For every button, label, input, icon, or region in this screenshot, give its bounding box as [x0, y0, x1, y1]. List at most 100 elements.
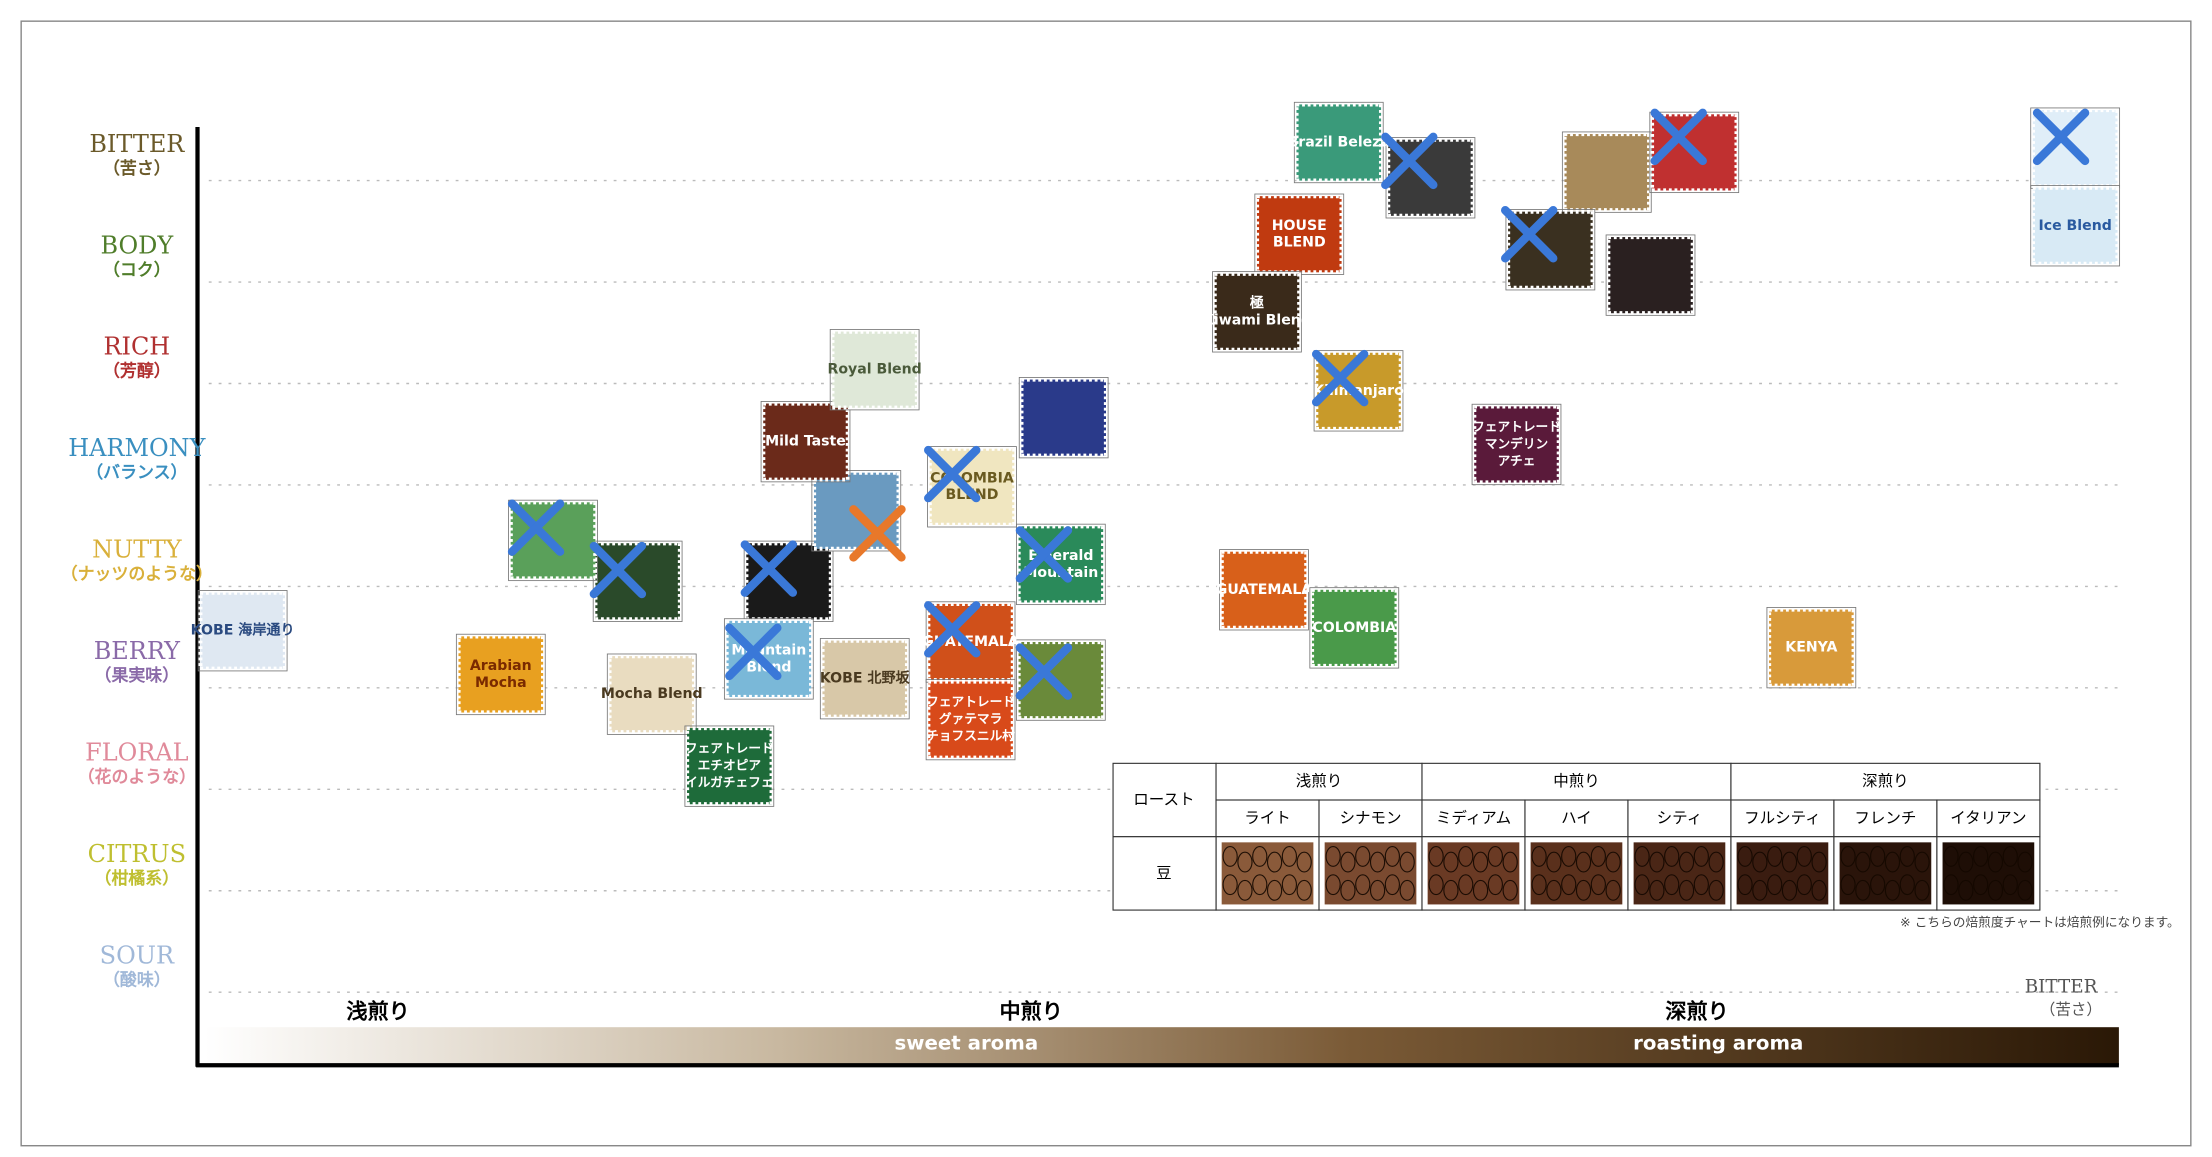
bean: [1428, 846, 1444, 867]
cross-stroke: [725, 623, 782, 681]
cross-stroke: [507, 499, 565, 556]
stamp-body: [1309, 587, 1399, 669]
stamp-text: Mocha Blend: [601, 686, 703, 702]
stamp-body: [607, 653, 697, 735]
stamp-edge: [1309, 587, 1400, 669]
table-cell: [1112, 836, 1217, 911]
bean: [1399, 879, 1415, 901]
table-level: ライト: [1244, 809, 1291, 827]
stamp-text: チョフスニル村: [926, 728, 1015, 743]
bean: [1693, 846, 1709, 867]
cross-stroke: [1311, 349, 1369, 407]
bean: [1384, 846, 1400, 867]
stamp-edge: [1293, 101, 1384, 184]
cross-stroke: [1015, 526, 1073, 583]
stamp-text: Royal Blend: [828, 362, 922, 378]
bean: [1649, 879, 1665, 901]
bean: [1855, 879, 1871, 901]
table-note: ※ こちらの焙煎度チャートは焙煎例になります。: [1900, 914, 2180, 929]
stamp: [1018, 377, 1109, 459]
table-level: フルシティ: [1744, 809, 1821, 827]
bean: [1281, 846, 1298, 867]
flavor-label: SOUR: [100, 941, 175, 969]
bean: [1884, 851, 1901, 873]
stamp-text: エチオピア: [698, 758, 762, 773]
bean: [1781, 879, 1798, 901]
flavor-label-ja: （バランス）: [86, 462, 187, 482]
bean: [1634, 874, 1650, 896]
bean: [1590, 874, 1606, 896]
bean: [1855, 851, 1871, 873]
flavor-label-ja: （芳醇）: [103, 361, 171, 381]
bean: [1561, 874, 1577, 896]
cross-marker: [740, 540, 798, 597]
bean: [1943, 846, 1959, 867]
stamp-body: [2030, 185, 2120, 266]
bean: [1399, 851, 1415, 873]
flavor-label: NUTTY: [92, 536, 183, 564]
stamp: Mild Taste: [760, 400, 851, 483]
stamp-text: BLEND: [1273, 235, 1326, 251]
stamp-text: Mild Taste: [765, 434, 846, 450]
bean: [1340, 879, 1356, 901]
aroma-label: sweet aroma: [895, 1032, 1039, 1055]
cross-stroke: [1381, 132, 1438, 190]
table-level: イタリアン: [1950, 809, 2026, 827]
bean: [1472, 879, 1489, 901]
stamp-text: フェアトレード: [685, 741, 774, 756]
bean: [1796, 846, 1812, 867]
bean: [1531, 846, 1547, 867]
roast-level: 浅煎り: [346, 999, 409, 1024]
cross-marker: [507, 499, 565, 556]
flavor-label: FLORAL: [85, 739, 189, 767]
bean: [1973, 846, 1989, 867]
bean: [1649, 851, 1665, 873]
bean: [1767, 846, 1783, 867]
stamp-body: [1766, 607, 1856, 688]
cross-marker: [1015, 643, 1073, 700]
bean: [1443, 879, 1459, 901]
table-group: 浅煎り: [1296, 772, 1343, 790]
stamp-body: [1562, 131, 1652, 213]
bean: [1811, 879, 1827, 901]
stamp-text: グァテマラ: [939, 711, 1002, 726]
bean: [1708, 851, 1724, 873]
bean: [2017, 851, 2033, 873]
table-cell: [1936, 799, 2041, 838]
bean: [1678, 879, 1695, 901]
stamp-edge: [819, 638, 910, 720]
table-level: シティ: [1657, 809, 1703, 827]
table-level: フレンチ: [1854, 809, 1916, 827]
stamp-edge: [723, 618, 814, 700]
stamp-text: フェアトレード: [926, 694, 1015, 709]
bean: [1296, 851, 1312, 873]
table-level: ミディアム: [1436, 808, 1511, 827]
stamp-edge: [197, 590, 288, 672]
bean: [1870, 874, 1886, 896]
bean: [1472, 851, 1489, 873]
bean: [1708, 879, 1724, 901]
stamp-body: [1472, 404, 1561, 485]
flavor-label-ja: （ナッツのような）: [61, 564, 213, 584]
cross-marker: [849, 505, 906, 562]
stamp-edge: [1015, 523, 1106, 606]
bean: [1502, 879, 1518, 901]
bean: [1458, 846, 1474, 867]
cross-stroke: [1501, 206, 1558, 263]
bean: [1296, 879, 1312, 901]
stamp-edge: [684, 725, 775, 807]
bean: [1340, 851, 1356, 873]
bean: [1369, 851, 1386, 873]
cross-marker: [2032, 108, 2090, 166]
flavor-label: BITTER: [89, 130, 185, 158]
bean: [1973, 874, 1989, 896]
cross-stroke: [924, 445, 981, 503]
bean: [1266, 851, 1283, 873]
bean: [1325, 874, 1341, 896]
flavor-label-ja: （酸味）: [103, 969, 171, 989]
